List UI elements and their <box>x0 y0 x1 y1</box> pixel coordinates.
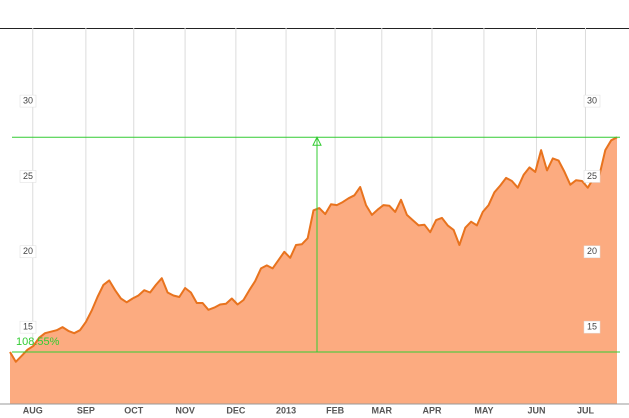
x-tick-label: OCT <box>124 405 144 415</box>
y-tick-label: 30 <box>587 95 597 105</box>
y-tick-box <box>583 170 601 183</box>
x-tick-label: 2013 <box>276 405 296 415</box>
y-tick-label: 15 <box>23 322 33 332</box>
arrow-head <box>312 136 322 146</box>
y-tick-box <box>19 170 37 183</box>
y-tick-label: 25 <box>587 171 597 181</box>
x-tick-label: APR <box>422 405 442 415</box>
y-tick-box <box>19 320 37 334</box>
y-tick-label: 20 <box>23 246 33 256</box>
y-tick-box <box>583 245 601 259</box>
x-tick-label: JUL <box>577 405 595 415</box>
x-tick-label: SEP <box>77 405 95 415</box>
y-tick-box <box>19 94 37 108</box>
x-tick-label: MAR <box>372 405 393 415</box>
x-tick-label: AUG <box>23 405 43 415</box>
y-tick-box <box>583 94 601 108</box>
y-tick-label: 25 <box>23 171 33 181</box>
area <box>10 137 617 405</box>
y-tick-label: 30 <box>23 95 33 105</box>
x-tick-label: FEB <box>326 405 345 415</box>
y-tick-label: 20 <box>587 246 597 256</box>
x-tick-label: MAY <box>474 405 493 415</box>
x-tick-label: JUN <box>527 405 545 415</box>
x-tick-label: DEC <box>226 405 246 415</box>
y-tick-box <box>583 320 601 334</box>
x-tick-label: NOV <box>175 405 195 415</box>
y-tick-box <box>19 245 37 259</box>
y-tick-label: 15 <box>587 322 597 332</box>
line <box>9 136 618 363</box>
change-label: 108.55% <box>16 336 60 348</box>
